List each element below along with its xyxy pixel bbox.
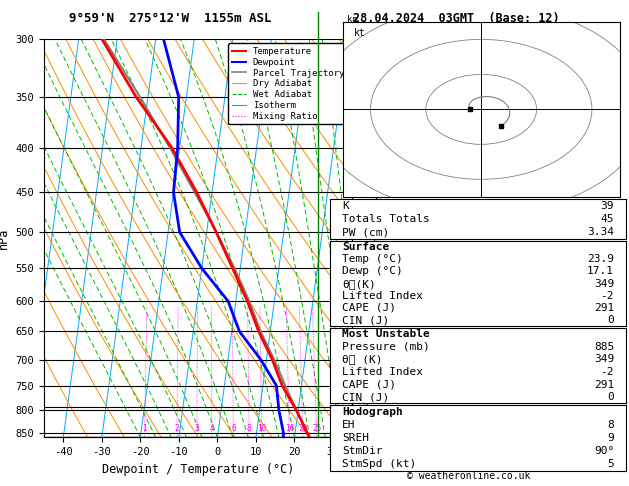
Text: 9°59'N  275°12'W  1155m ASL: 9°59'N 275°12'W 1155m ASL: [69, 12, 271, 25]
Text: Surface: Surface: [342, 242, 389, 252]
Text: 2LCL: 2LCL: [330, 396, 351, 405]
Text: Lifted Index: Lifted Index: [342, 367, 423, 377]
Text: 4: 4: [209, 424, 214, 434]
Text: 23.9: 23.9: [587, 254, 614, 264]
Text: 16: 16: [285, 424, 294, 434]
Text: 3: 3: [195, 424, 199, 434]
Text: 25: 25: [312, 424, 321, 434]
Text: © weatheronline.co.uk: © weatheronline.co.uk: [407, 471, 530, 481]
Text: 3.34: 3.34: [587, 227, 614, 238]
Text: CAPE (J): CAPE (J): [342, 303, 396, 313]
Text: 28.04.2024  03GMT  (Base: 12): 28.04.2024 03GMT (Base: 12): [353, 12, 559, 25]
Text: 10: 10: [257, 424, 267, 434]
Text: CIN (J): CIN (J): [342, 392, 389, 402]
Text: K: K: [342, 201, 349, 211]
Text: 20: 20: [298, 424, 308, 434]
Text: 90°: 90°: [594, 446, 614, 456]
Text: 0: 0: [607, 315, 614, 325]
Text: 6: 6: [231, 424, 236, 434]
Text: 5: 5: [607, 459, 614, 469]
Text: 8: 8: [607, 420, 614, 430]
Text: SREH: SREH: [342, 433, 369, 443]
Text: Pressure (mb): Pressure (mb): [342, 342, 430, 352]
Y-axis label: Mixing Ratio (g/kg): Mixing Ratio (g/kg): [374, 182, 384, 294]
X-axis label: Dewpoint / Temperature (°C): Dewpoint / Temperature (°C): [102, 463, 294, 476]
Text: Hodograph: Hodograph: [342, 407, 403, 417]
Text: 17.1: 17.1: [587, 266, 614, 277]
Text: 9: 9: [607, 433, 614, 443]
Text: CAPE (J): CAPE (J): [342, 380, 396, 390]
Text: Most Unstable: Most Unstable: [342, 330, 430, 339]
Text: 291: 291: [594, 303, 614, 313]
Text: θᴄ (K): θᴄ (K): [342, 354, 382, 364]
Text: 39: 39: [601, 201, 614, 211]
Text: km
ASL: km ASL: [344, 16, 360, 35]
Text: 349: 349: [594, 354, 614, 364]
Text: Totals Totals: Totals Totals: [342, 214, 430, 224]
Text: 291: 291: [594, 380, 614, 390]
Text: -2: -2: [601, 291, 614, 301]
Text: 1: 1: [142, 424, 147, 434]
Text: PW (cm): PW (cm): [342, 227, 389, 238]
Text: θᴄ(K): θᴄ(K): [342, 278, 376, 289]
Text: StmSpd (kt): StmSpd (kt): [342, 459, 416, 469]
Text: 0: 0: [607, 392, 614, 402]
Text: 8: 8: [247, 424, 252, 434]
Text: 885: 885: [594, 342, 614, 352]
Text: 45: 45: [601, 214, 614, 224]
Legend: Temperature, Dewpoint, Parcel Trajectory, Dry Adiabat, Wet Adiabat, Isotherm, Mi: Temperature, Dewpoint, Parcel Trajectory…: [228, 43, 348, 124]
Text: 349: 349: [594, 278, 614, 289]
Text: EH: EH: [342, 420, 355, 430]
Text: Dewp (°C): Dewp (°C): [342, 266, 403, 277]
Text: StmDir: StmDir: [342, 446, 382, 456]
Text: Lifted Index: Lifted Index: [342, 291, 423, 301]
Text: CIN (J): CIN (J): [342, 315, 389, 325]
Text: kt: kt: [354, 28, 365, 38]
Y-axis label: hPa: hPa: [0, 227, 10, 249]
Text: Temp (°C): Temp (°C): [342, 254, 403, 264]
Text: 2: 2: [175, 424, 179, 434]
Text: -2: -2: [601, 367, 614, 377]
